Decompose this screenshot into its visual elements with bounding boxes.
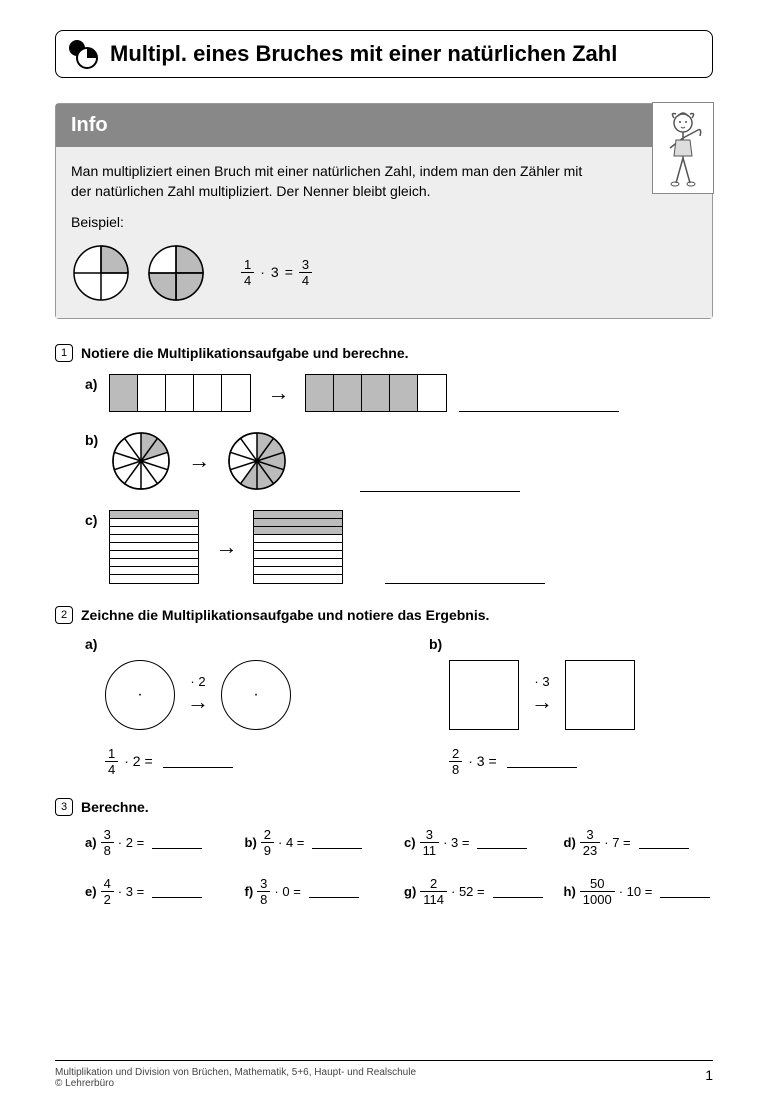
- empty-circle[interactable]: ·: [221, 660, 291, 730]
- ex2-a: a) · · 2 → · 14 · 2 =: [85, 636, 369, 776]
- info-header: Info: [56, 104, 712, 147]
- exercise-1: 1 Notiere die Multiplikationsaufgabe und…: [55, 344, 713, 584]
- ex1-c: c) →: [55, 510, 713, 584]
- ex3-item: b) 29 · 4 =: [245, 828, 395, 857]
- pie-icon: [226, 430, 288, 492]
- ex3-item: a) 38 · 2 =: [85, 828, 235, 857]
- ex3-item: c) 311 · 3 =: [404, 828, 554, 857]
- answer-blank[interactable]: [459, 394, 619, 412]
- page-number: 1: [705, 1067, 713, 1089]
- answer-blank[interactable]: [477, 835, 527, 849]
- answer-blank[interactable]: [152, 835, 202, 849]
- fraction-strip: [109, 374, 251, 412]
- footer-line1: Multiplikation und Division von Brüchen,…: [55, 1067, 416, 1078]
- fraction-stack: [253, 510, 343, 584]
- empty-circle[interactable]: ·: [105, 660, 175, 730]
- page-title: Multipl. eines Bruches mit einer natürli…: [110, 41, 617, 67]
- ex3-item: e) 42 · 3 =: [85, 877, 235, 906]
- pie-icon: [110, 430, 172, 492]
- exercise-number: 2: [55, 606, 73, 624]
- beispiel-label: Beispiel:: [71, 213, 697, 233]
- exercise-title: Berechne.: [81, 799, 149, 815]
- answer-blank[interactable]: [312, 835, 362, 849]
- page-header: Multipl. eines Bruches mit einer natürli…: [55, 30, 713, 78]
- exercise-title: Zeichne die Multiplikationsaufgabe und n…: [81, 607, 489, 623]
- fraction-strip: [305, 374, 447, 412]
- answer-blank[interactable]: [309, 884, 359, 898]
- exercise-2: 2 Zeichne die Multiplikationsaufgabe und…: [55, 606, 713, 776]
- empty-square[interactable]: [449, 660, 519, 730]
- exercise-3: 3 Berechne. a) 38 · 2 = b) 29 · 4 = c) 311…: [55, 798, 713, 906]
- example-equation: 14 · 3 = 34: [241, 258, 312, 287]
- arrow-icon: →: [263, 380, 293, 406]
- ex2-b: b) · 3 → 28 · 3 =: [429, 636, 713, 776]
- ex1-a: a) →: [55, 374, 713, 412]
- answer-blank[interactable]: [360, 474, 520, 492]
- answer-blank[interactable]: [493, 884, 543, 898]
- ex3-item: d) 323 · 7 =: [564, 828, 714, 857]
- arrow-icon: →: [184, 448, 214, 474]
- arrow-icon: →: [183, 689, 213, 715]
- footer-line2: © Lehrerbüro: [55, 1078, 416, 1089]
- page-footer: Multiplikation und Division von Brüchen,…: [55, 1060, 713, 1089]
- answer-blank[interactable]: [152, 884, 202, 898]
- ex1-b: b) →: [55, 430, 713, 492]
- ex3-item: f) 38 · 0 =: [245, 877, 395, 906]
- ex3-item: h) 501000 · 10 =: [564, 877, 714, 906]
- exercise-title: Notiere die Multiplikationsaufgabe und b…: [81, 345, 409, 361]
- answer-blank[interactable]: [507, 754, 577, 768]
- answer-blank[interactable]: [639, 835, 689, 849]
- exercise-number: 1: [55, 344, 73, 362]
- pie-icon: [71, 243, 131, 303]
- empty-square[interactable]: [565, 660, 635, 730]
- answer-blank[interactable]: [660, 884, 710, 898]
- answer-blank[interactable]: [385, 566, 545, 584]
- ex3-item: g) 2114 · 52 =: [404, 877, 554, 906]
- info-body: Man multipliziert einen Bruch mit einer …: [56, 147, 712, 318]
- example-row: 14 · 3 = 34: [71, 243, 697, 303]
- arrow-icon: →: [527, 689, 557, 715]
- fraction-stack: [109, 510, 199, 584]
- logo-icon: [66, 37, 100, 71]
- info-illustration: [652, 102, 714, 194]
- exercise-number: 3: [55, 798, 73, 816]
- pie-icon: [146, 243, 206, 303]
- answer-blank[interactable]: [163, 754, 233, 768]
- arrow-icon: →: [211, 534, 241, 560]
- info-text: Man multipliziert einen Bruch mit einer …: [71, 162, 591, 201]
- info-box: Info Man multipliziert einen Bruch mit e…: [55, 103, 713, 319]
